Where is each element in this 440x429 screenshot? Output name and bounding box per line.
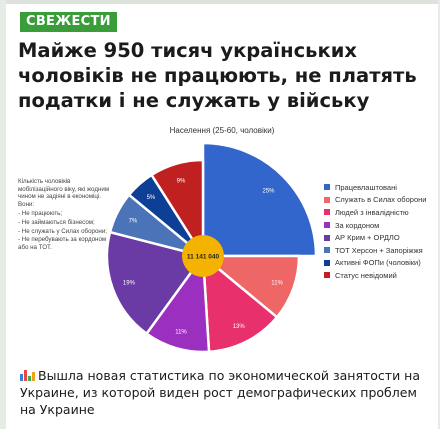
pie-slice[interactable] (149, 158, 205, 261)
bar-chart-icon (20, 368, 35, 381)
note-item: - Не працюють; (18, 210, 63, 218)
pie-center-circle (182, 235, 224, 277)
legend-swatch (324, 234, 330, 241)
slice-data-label: 11% (271, 281, 283, 287)
legend-item[interactable]: Статус невідомий (324, 269, 438, 282)
slice-data-label: 5% (147, 195, 156, 201)
slice-data-label: 9% (177, 178, 186, 184)
legend-item[interactable]: Працевлаштовані (324, 181, 438, 194)
channel-badge-row: СВЕЖЕСТИ (20, 10, 117, 32)
note-title: Кількість чоловіків мобілізаційного віку… (18, 178, 110, 208)
note-item: - Не служать у Силах оборони; (18, 227, 108, 235)
pie-slice[interactable] (201, 141, 318, 258)
slice-data-label: 25% (262, 189, 275, 195)
pie-slice[interactable] (105, 230, 206, 336)
legend-label: Активні ФОПи (чоловіки) (335, 258, 421, 268)
legend-label: Працевлаштовані (335, 182, 397, 192)
post-card: СВЕЖЕСТИ Майже 950 тисяч українських чол… (6, 0, 438, 429)
legend-item[interactable]: АР Крим + ОРДЛО (324, 231, 438, 244)
note-list: - Не працюють; - Не займаються бізнесом;… (18, 210, 110, 251)
legend-item[interactable]: Активні ФОПи (чоловіки) (324, 257, 438, 270)
legend-swatch (324, 222, 330, 229)
pie-center-label: 11 141 040 (187, 254, 220, 261)
legend-swatch (324, 209, 330, 216)
pie-chart[interactable]: 25% 11% 13% 11% 19% 7% 5% 9% 11 141 040 (6, 0, 438, 429)
legend-label: Статус невідомий (335, 270, 397, 280)
legend-item[interactable]: Служать в Силах оборони (324, 194, 438, 207)
note-item: - Не перебувають за кордоном або на ТОТ. (18, 236, 107, 251)
chart-legend: Працевлаштовані Служать в Силах оборони Лю… (324, 181, 438, 282)
legend-label: ТОТ Херсон + Запоріжжя (335, 245, 423, 255)
legend-label: Людей з інвалідністю (335, 207, 409, 217)
legend-label: АР Крим + ОРДЛО (335, 233, 400, 243)
legend-item[interactable]: ТОТ Херсон + Запоріжжя (324, 244, 438, 257)
post-caption: Вышла новая статистика по экономической … (20, 367, 430, 418)
slice-data-label: 19% (123, 281, 136, 287)
legend-label: Служать в Силах оборони (335, 195, 427, 205)
caption-text: Вышла новая статистика по экономической … (20, 368, 421, 417)
pie-slice[interactable] (144, 252, 211, 354)
legend-label: За кордоном (335, 220, 380, 230)
channel-badge[interactable]: СВЕЖЕСТИ (20, 12, 117, 32)
note-item: - Не займаються бізнесом; (18, 218, 95, 226)
legend-swatch (324, 196, 330, 203)
legend-item[interactable]: За кордоном (324, 219, 438, 232)
slice-data-label: 11% (175, 330, 187, 336)
pie-slice[interactable] (201, 253, 279, 354)
chart-note: Кількість чоловіків мобілізаційного віку… (18, 178, 110, 252)
slice-data-label: 7% (129, 218, 138, 224)
chart-title: Населення (25-60, чоловіки) (169, 126, 275, 135)
legend-item[interactable]: Людей з інвалідністю (324, 206, 438, 219)
legend-swatch (324, 247, 330, 254)
legend-swatch (324, 272, 330, 279)
top-divider (6, 0, 438, 4)
legend-swatch (324, 259, 330, 266)
legend-swatch (324, 184, 330, 191)
pie-slice[interactable] (199, 254, 301, 319)
post-headline: Майже 950 тисяч українських чоловіків не… (18, 39, 417, 112)
slice-data-label: 13% (233, 324, 246, 330)
